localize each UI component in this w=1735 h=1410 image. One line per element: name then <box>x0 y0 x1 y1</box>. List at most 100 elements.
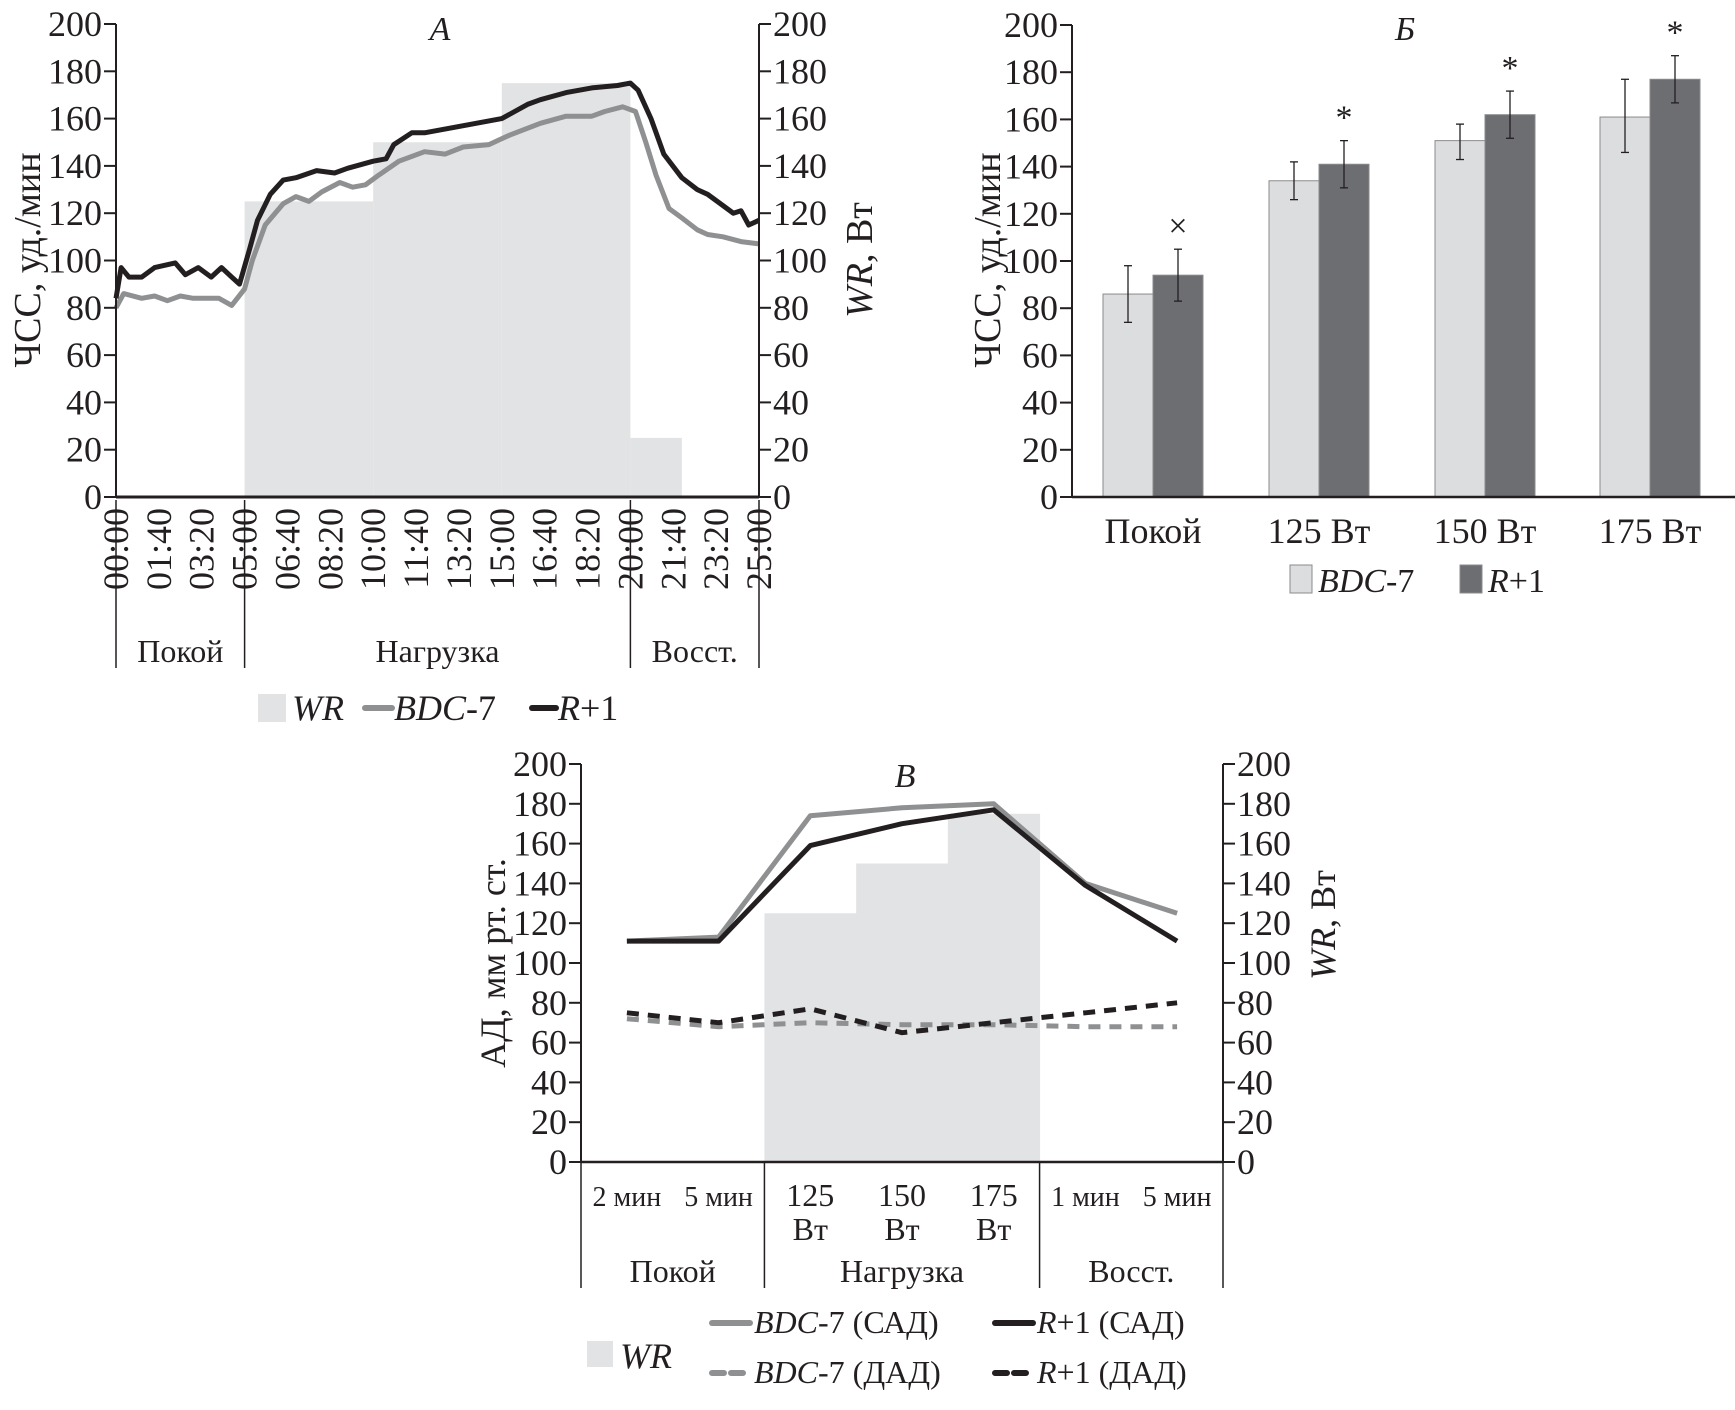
y-axis-right-tick-label: 80 <box>773 288 809 328</box>
bar-r1 <box>1484 114 1536 498</box>
y-axis-left-tick-label: 40 <box>1022 383 1058 423</box>
legend-label-r1-rest: +1 <box>1509 563 1545 600</box>
y-axis-right-tick-label: 120 <box>773 193 827 233</box>
y-axis-left-tick-label: 60 <box>66 335 102 375</box>
x-category-label: 125 <box>786 1177 834 1213</box>
y-axis-left-tick-label: 20 <box>531 1102 567 1142</box>
legend-label-bdc7-solid-rest: -7 (САД) <box>818 1304 939 1340</box>
legend-label-bdc7-dash-italic: BDC <box>754 1354 819 1390</box>
x-category-label: Покой <box>1105 511 1202 551</box>
x-category-label: 1 мин <box>1051 1182 1120 1213</box>
y-axis-left-tick-label: 140 <box>48 146 102 186</box>
y-axis-left-tick-label: 100 <box>1004 241 1058 281</box>
y-axis-right-tick-label: 0 <box>773 477 791 517</box>
chart-b-heart-rate-bars: × * * * 0 20 40 60 80 100 120 140 160 180 200 Покой 125 … <box>967 5 1735 600</box>
x-category-label: 150 <box>878 1177 926 1213</box>
significance-marker: * <box>1336 100 1353 137</box>
y-axis-left-tick-label: 160 <box>513 824 567 864</box>
legend-label-bdc7-italic: BDC <box>1318 563 1386 600</box>
y-axis-label: ЧСС, уд./мин <box>7 152 49 367</box>
x-tick-label: 10:00 <box>353 508 393 590</box>
legend-label-wr: WR <box>620 1336 672 1376</box>
y-axis-right-tick-label: 160 <box>773 99 827 139</box>
phase-label: Восст. <box>652 633 738 669</box>
y-axis-left-tick-label: 120 <box>48 193 102 233</box>
bar-r1 <box>1318 163 1370 498</box>
y-axis-right-tick-label: 160 <box>1237 824 1291 864</box>
chart-title: Б <box>1394 11 1415 48</box>
phase-label: Покой <box>137 633 223 669</box>
x-tick-label: 03:20 <box>182 508 222 590</box>
y-axis-label: АД, мм рт. ст. <box>473 858 513 1068</box>
bar-bdc7 <box>1599 116 1651 498</box>
bar-bdc7 <box>1102 293 1154 498</box>
significance-marker: × <box>1168 208 1187 245</box>
y-axis-left-tick-label: 0 <box>84 477 102 517</box>
y-axis-right-tick-label: 200 <box>1237 744 1291 784</box>
legend-label-bdc7-italic: BDC <box>394 688 467 728</box>
wr-step <box>764 913 857 1162</box>
significance-marker: * <box>1667 15 1684 52</box>
y-axis-left-tick-label: 120 <box>1004 194 1058 234</box>
y-axis-right-tick-label: 0 <box>1237 1142 1255 1182</box>
x-tick-label: 13:20 <box>439 508 479 590</box>
y-axis-right-tick-label: 60 <box>1237 1023 1273 1063</box>
legend-label-r1-solid-italic: R <box>1036 1304 1057 1340</box>
y-axis-left-tick-label: 80 <box>66 288 102 328</box>
bar-r1 <box>1152 274 1204 498</box>
x-tick-label: 16:40 <box>525 508 565 590</box>
legend-label-bdc7-dash-rest: -7 (ДАД) <box>818 1354 941 1390</box>
y2-axis-label-rest: , Вт <box>839 202 881 263</box>
x-category-label: 5 мин <box>1143 1182 1212 1213</box>
y-axis-right-tick-label: 100 <box>1237 943 1291 983</box>
series-line-r1 <box>113 80 761 299</box>
y-axis-left-tick-label: 40 <box>531 1062 567 1102</box>
y-axis-left-tick-label: 20 <box>1022 430 1058 470</box>
legend-label-r1-italic: R <box>557 688 580 728</box>
legend-label-r1: R+1 <box>1487 563 1545 600</box>
wr-step <box>947 813 1041 1162</box>
wr-step <box>244 201 374 497</box>
legend-swatch-wr <box>258 694 286 722</box>
y2-axis-label-italic: WR <box>839 263 881 318</box>
wr-step <box>630 437 682 497</box>
bar-r1 <box>1649 78 1701 498</box>
x-category-label: 2 мин <box>593 1182 662 1213</box>
legend-label-bdc7-rest: -7 <box>466 688 496 728</box>
legend-swatch-bdc7 <box>1289 564 1313 594</box>
y-axis-left-tick-label: 120 <box>513 903 567 943</box>
legend-swatch-r1 <box>1459 564 1483 594</box>
y-axis-left-tick-label: 60 <box>1022 335 1058 375</box>
y-axis-left-tick-label: 180 <box>513 784 567 824</box>
y-axis-left-tick-label: 140 <box>1004 147 1058 187</box>
y-axis-left-tick-label: 100 <box>48 241 102 281</box>
y-axis-left-tick-label: 140 <box>513 863 567 903</box>
chart-title: В <box>895 758 916 795</box>
y-axis-right-tick-label: 140 <box>1237 863 1291 903</box>
y2-axis-label-rest: , Вт <box>1303 870 1343 928</box>
series-line-r1-dbp <box>626 1000 1178 1036</box>
bar-bdc7 <box>1434 140 1486 498</box>
legend-swatch-wr <box>587 1341 613 1367</box>
wr-step <box>373 142 502 497</box>
y-axis-right-tick-label: 80 <box>1237 983 1273 1023</box>
chart-a-heart-rate-timeline: 0 20 40 60 80 100 120 140 160 180 200 0 20 40 60 80 100 1… <box>7 4 881 728</box>
y-axis-right-tick-label: 140 <box>773 146 827 186</box>
x-category-label: 5 мин <box>684 1182 753 1213</box>
wr-step <box>501 83 631 497</box>
y-axis-left-tick-label: 0 <box>549 1142 567 1182</box>
y2-axis-label: WR, Вт <box>839 202 881 318</box>
y-axis-right-tick-label: 20 <box>1237 1102 1273 1142</box>
y-axis-left-tick-label: 20 <box>66 430 102 470</box>
legend-label-wr: WR <box>292 688 344 728</box>
y-axis-right-tick-label: 60 <box>773 335 809 375</box>
y-axis-left-tick-label: 40 <box>66 382 102 422</box>
x-tick-label: 15:00 <box>482 508 522 590</box>
chart-v-blood-pressure: 0204060801001201401601802000204060801001… <box>473 744 1343 1390</box>
x-category-label: 150 Вт <box>1434 511 1537 551</box>
legend-label-r1-rest: +1 <box>580 688 618 728</box>
phase-label: Нагрузка <box>376 633 500 669</box>
wr-step <box>856 863 949 1162</box>
y-axis-left-tick-label: 180 <box>1004 52 1058 92</box>
